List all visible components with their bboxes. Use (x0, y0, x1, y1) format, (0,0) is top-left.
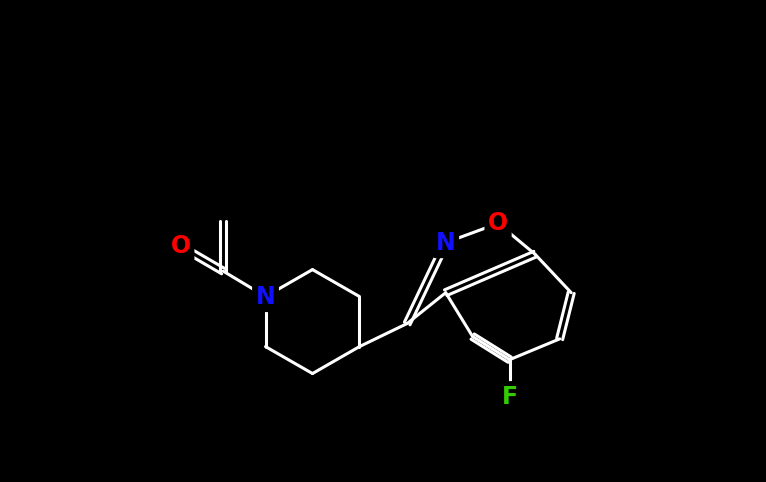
Text: N: N (256, 284, 276, 308)
Text: O: O (488, 212, 508, 235)
Text: F: F (502, 385, 518, 409)
Text: N: N (436, 231, 456, 254)
Text: O: O (171, 234, 191, 258)
